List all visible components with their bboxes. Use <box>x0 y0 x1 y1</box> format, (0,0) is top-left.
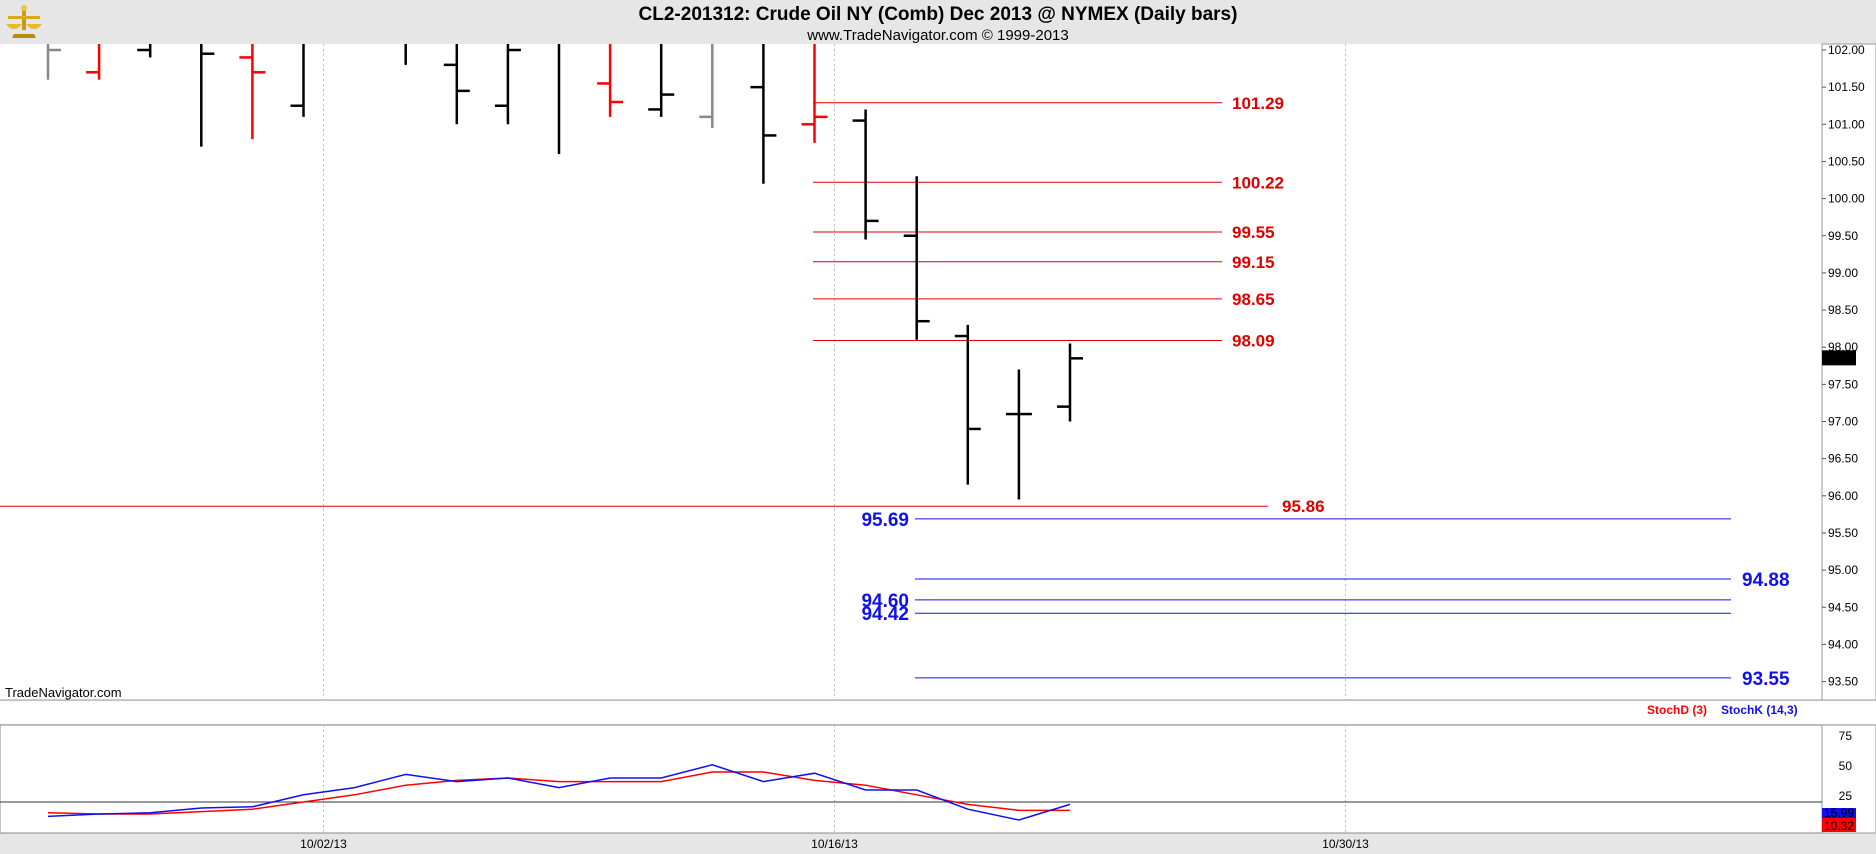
red-level-label: 95.86 <box>1282 497 1325 516</box>
y-tick-label: 101.50 <box>1828 80 1865 94</box>
stoch-d-badge <box>1822 818 1856 832</box>
blue-level-label: 95.69 <box>861 510 909 531</box>
stoch-y-tick-label: 75 <box>1839 729 1853 743</box>
stoch-k-value: 15.99 <box>1824 806 1854 820</box>
y-tick-label: 102.00 <box>1828 43 1865 57</box>
y-tick-label: 97.00 <box>1828 415 1858 429</box>
y-tick-label: 95.00 <box>1828 563 1858 577</box>
last-price-label: 97.85 <box>1824 351 1854 365</box>
x-tick-label: 10/30/13 <box>1322 837 1369 851</box>
red-level-label: 100.22 <box>1232 173 1284 192</box>
x-tick-label: 10/16/13 <box>811 837 858 851</box>
y-tick-label: 95.50 <box>1828 526 1858 540</box>
price-y-axis-labels: 102.00 101.50 101.00 100.50 100.00 99.50 99.00… <box>1822 43 1865 689</box>
x-axis-labels: 10/02/13 10/16/13 10/30/13 <box>300 837 1369 851</box>
legend-stoch-k: StochK (14,3) <box>1721 703 1798 717</box>
y-tick-label: 97.50 <box>1828 377 1858 391</box>
legend-stoch-d: StochD (3) <box>1647 703 1707 717</box>
stoch-d-value: 10.32 <box>1824 819 1854 833</box>
y-tick-label: 96.50 <box>1828 452 1858 466</box>
blue-level-label: 94.42 <box>861 604 909 625</box>
blue-level-label: 93.55 <box>1742 669 1790 690</box>
red-level-label: 101.29 <box>1232 94 1284 113</box>
last-price-badge <box>1822 350 1856 366</box>
level-lines: 101.29 100.22 99.55 99.15 98.65 98.09 95.86 95.… <box>0 94 1790 690</box>
y-tick-label: 101.00 <box>1828 117 1865 131</box>
y-tick-label: 96.00 <box>1828 489 1858 503</box>
stoch-panel <box>0 724 1823 834</box>
stoch-k-line <box>47 764 1071 821</box>
red-level-label: 99.55 <box>1232 223 1275 242</box>
blue-level-label: 94.60 <box>861 591 909 612</box>
y-tick-label: 98.50 <box>1828 303 1858 317</box>
chart-title: CL2-201312: Crude Oil NY (Comb) Dec 2013… <box>639 4 1238 25</box>
stoch-d-line <box>47 771 1070 815</box>
red-level-label: 98.65 <box>1232 290 1275 309</box>
y-tick-label: 99.00 <box>1828 266 1858 280</box>
y-tick-label: 93.50 <box>1828 675 1858 689</box>
y-tick-label: 99.50 <box>1828 229 1858 243</box>
red-level-label: 99.15 <box>1232 253 1275 272</box>
stoch-y-tick-label: 50 <box>1839 759 1853 773</box>
watermark: TradeNavigator.com <box>5 685 122 700</box>
stoch-k-badge <box>1822 808 1856 818</box>
y-tick-label: 100.00 <box>1828 192 1865 206</box>
y-tick-label: 94.50 <box>1828 600 1858 614</box>
price-panel <box>0 44 1822 700</box>
price-axis <box>1821 43 1876 701</box>
legend-strip <box>0 701 1876 724</box>
red-level-label: 98.09 <box>1232 332 1275 351</box>
grid-lines <box>323 44 1346 833</box>
stoch-y-tick-label: 25 <box>1839 789 1853 803</box>
price-bars <box>46 44 1083 500</box>
y-tick-label: 100.50 <box>1828 154 1865 168</box>
blue-level-label: 94.88 <box>1742 570 1790 591</box>
logo-icon <box>6 5 42 38</box>
y-tick-label: 94.00 <box>1828 637 1858 651</box>
x-tick-label: 10/02/13 <box>300 837 347 851</box>
chart-subtitle: www.TradeNavigator.com © 1999-2013 <box>806 27 1068 44</box>
